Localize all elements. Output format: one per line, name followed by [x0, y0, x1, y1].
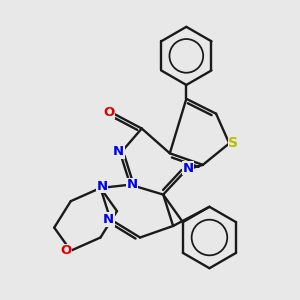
Text: N: N: [103, 213, 114, 226]
Text: N: N: [182, 162, 194, 175]
Text: N: N: [126, 178, 137, 191]
Text: N: N: [113, 145, 124, 158]
Text: O: O: [103, 106, 114, 118]
Text: O: O: [60, 244, 71, 257]
Text: S: S: [228, 136, 238, 150]
Text: N: N: [97, 180, 108, 193]
